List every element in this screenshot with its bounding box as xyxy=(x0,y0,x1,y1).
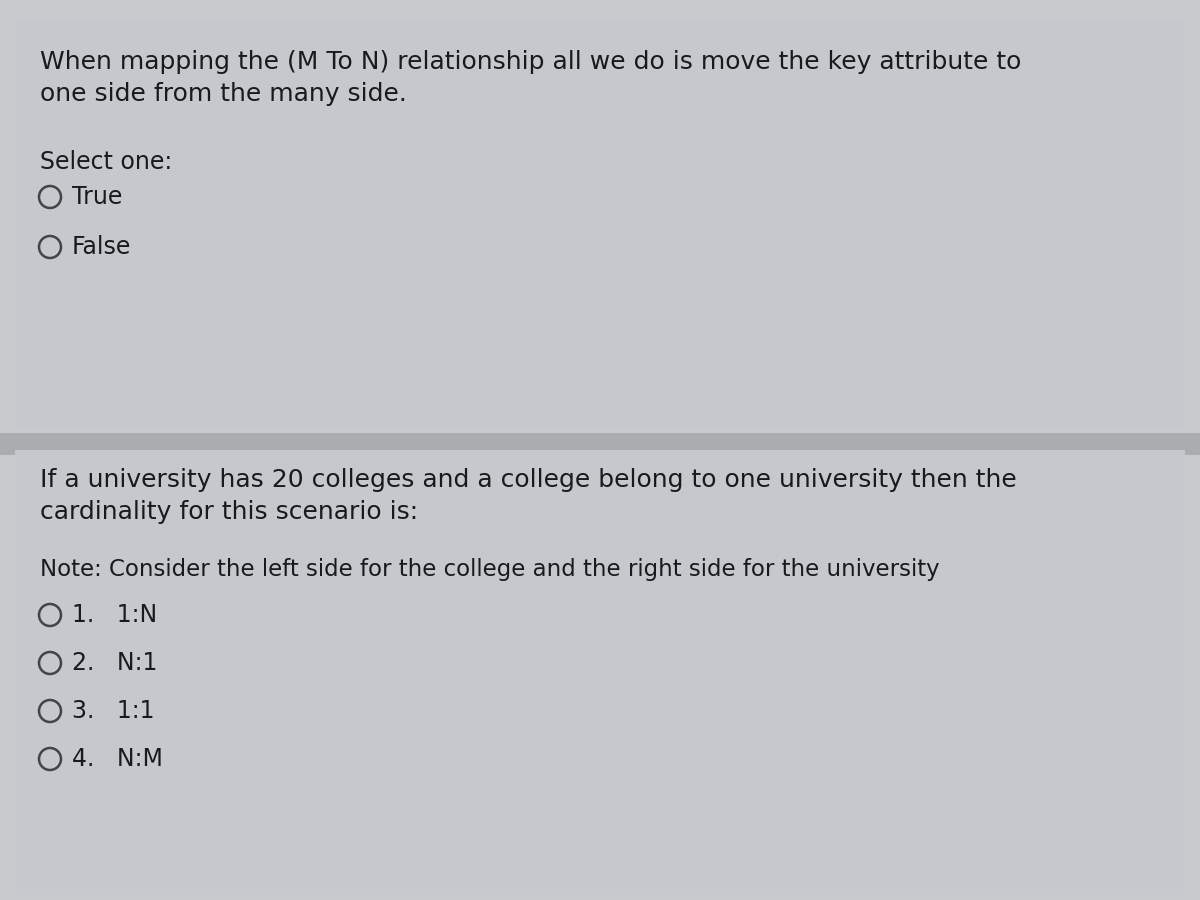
Text: 2.   N:1: 2. N:1 xyxy=(72,651,157,675)
Text: True: True xyxy=(72,185,122,209)
Text: If a university has 20 colleges and a college belong to one university then the: If a university has 20 colleges and a co… xyxy=(40,468,1016,492)
Text: 3.   1:1: 3. 1:1 xyxy=(72,699,155,723)
FancyBboxPatch shape xyxy=(14,20,1186,428)
Text: When mapping the (M To N) relationship all we do is move the key attribute to: When mapping the (M To N) relationship a… xyxy=(40,50,1021,74)
Text: 4.   N:M: 4. N:M xyxy=(72,747,163,771)
FancyBboxPatch shape xyxy=(0,433,1200,455)
Text: cardinality for this scenario is:: cardinality for this scenario is: xyxy=(40,500,418,524)
Text: one side from the many side.: one side from the many side. xyxy=(40,82,407,106)
Text: 1.   1:N: 1. 1:N xyxy=(72,603,157,627)
FancyBboxPatch shape xyxy=(14,450,1186,895)
Text: Select one:: Select one: xyxy=(40,150,173,174)
Text: Note: Consider the left side for the college and the right side for the universi: Note: Consider the left side for the col… xyxy=(40,558,940,581)
Text: False: False xyxy=(72,235,131,259)
